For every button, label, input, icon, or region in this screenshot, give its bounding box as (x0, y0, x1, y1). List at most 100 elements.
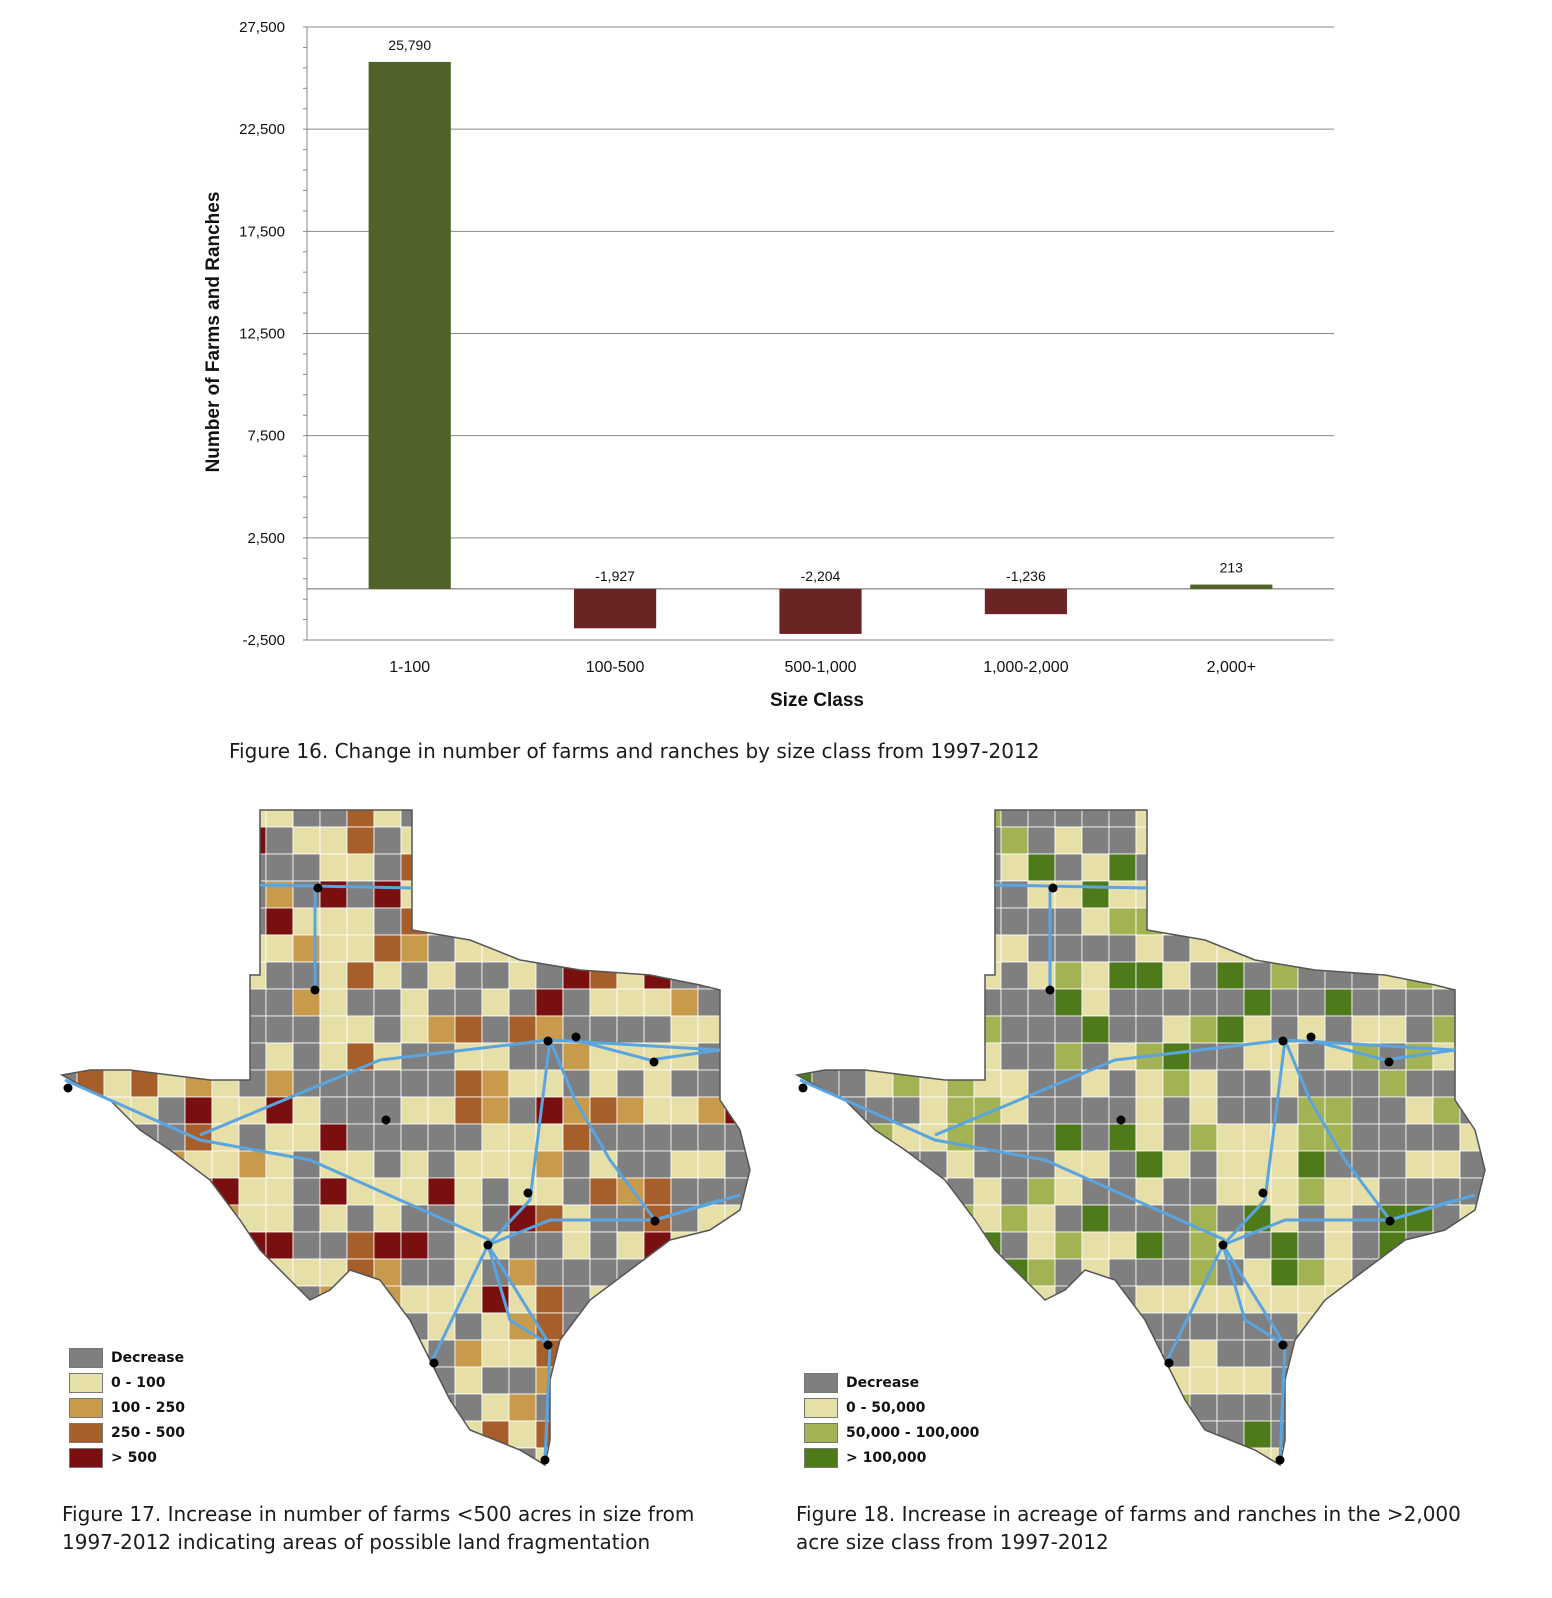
county-tile (454, 1177, 483, 1206)
county-tile (238, 1177, 267, 1206)
county-tile (427, 1393, 456, 1422)
county-tile (1000, 1285, 1029, 1314)
county-tile (1135, 1312, 1164, 1341)
y-tick-label: 7,500 (247, 428, 285, 445)
county-tile (697, 1447, 726, 1465)
county-tile (76, 1177, 105, 1206)
county-tile (1324, 1339, 1353, 1368)
figure-18-caption-line-2: acre size class from 1997-2012 (796, 1530, 1109, 1554)
county-tile (616, 988, 645, 1017)
county-tile (811, 907, 840, 936)
county-tile (946, 961, 975, 990)
county-tile (238, 810, 267, 828)
county-tile (481, 1069, 510, 1098)
county-tile (454, 1285, 483, 1314)
county-tile (1081, 1339, 1110, 1368)
county-tile (919, 1258, 948, 1287)
county-tile (812, 1475, 839, 1480)
county-tile (62, 1231, 78, 1260)
county-tile (1432, 1447, 1461, 1465)
county-tile (1162, 1177, 1191, 1206)
county-tile (919, 1042, 948, 1071)
county-tile (346, 988, 375, 1017)
y-tick-label: 2,500 (247, 530, 285, 547)
county-tile (1027, 826, 1056, 855)
county-tile (589, 810, 618, 828)
county-tile (535, 810, 564, 828)
county-tile (1324, 853, 1353, 882)
county-tile (1189, 907, 1218, 936)
county-tile (797, 1258, 813, 1287)
county-tile (1054, 1177, 1083, 1206)
county-tile (130, 810, 159, 828)
county-tile (1432, 880, 1461, 909)
county-tile (1216, 853, 1245, 882)
county-tile (892, 1177, 921, 1206)
county-tile (1487, 1394, 1505, 1421)
county-tile (1000, 1312, 1029, 1341)
county-tile (643, 1312, 672, 1341)
legend-swatch (69, 1447, 103, 1468)
county-tile (697, 1339, 726, 1368)
county-tile (1459, 934, 1485, 963)
county-tile (670, 1069, 699, 1098)
county-tile (589, 907, 618, 936)
county-tile (865, 1258, 894, 1287)
county-tile (724, 880, 750, 909)
county-tile (946, 1312, 975, 1341)
county-tile (797, 907, 813, 936)
county-tile (1216, 988, 1245, 1017)
county-tile (211, 1447, 240, 1465)
county-tile (130, 826, 159, 855)
county-tile (1432, 1204, 1461, 1233)
county-tile (919, 1312, 948, 1341)
county-tile (1108, 1231, 1137, 1260)
county-tile (724, 826, 750, 855)
county-tile (724, 1447, 750, 1465)
county-tile (1351, 880, 1380, 909)
county-tile (454, 1393, 483, 1422)
county-tile (103, 1231, 132, 1260)
county-tile (892, 1285, 921, 1314)
county-tile (1189, 1096, 1218, 1125)
county-tile (616, 1393, 645, 1422)
county-tile (427, 1123, 456, 1152)
county-tile (454, 880, 483, 909)
county-tile (1054, 988, 1083, 1017)
county-tile (401, 1475, 428, 1480)
county-tile (616, 1366, 645, 1395)
county-tile (1405, 1123, 1434, 1152)
county-tile (724, 1096, 750, 1125)
county-tile (724, 1042, 750, 1071)
county-tile (130, 1285, 159, 1314)
county-tile (562, 880, 591, 909)
county-tile (1135, 1420, 1164, 1449)
county-tile (1487, 1124, 1505, 1151)
county-tile (1324, 1366, 1353, 1395)
county-tile (427, 1096, 456, 1125)
county-tile (211, 988, 240, 1017)
county-tile (1243, 1069, 1272, 1098)
county-tile (1324, 810, 1353, 828)
county-tile (1162, 1069, 1191, 1098)
county-tile (865, 907, 894, 936)
county-tile (1378, 1231, 1407, 1260)
county-tile (1487, 827, 1505, 854)
county-tile (238, 907, 267, 936)
county-tile (1027, 1015, 1056, 1044)
county-tile (1351, 988, 1380, 1017)
county-tile (1351, 1420, 1380, 1449)
county-tile (1189, 1393, 1218, 1422)
county-tile (973, 934, 1002, 963)
legend-swatch (69, 1372, 103, 1393)
county-tile (865, 1177, 894, 1206)
y-tick-label: 27,500 (239, 19, 285, 36)
county-tile (865, 1015, 894, 1044)
county-tile (103, 880, 132, 909)
county-tile (865, 1042, 894, 1071)
county-tile (919, 1123, 948, 1152)
county-tile (184, 1204, 213, 1233)
county-tile (1081, 1015, 1110, 1044)
county-tile (919, 853, 948, 882)
county-tile (1487, 1043, 1505, 1070)
